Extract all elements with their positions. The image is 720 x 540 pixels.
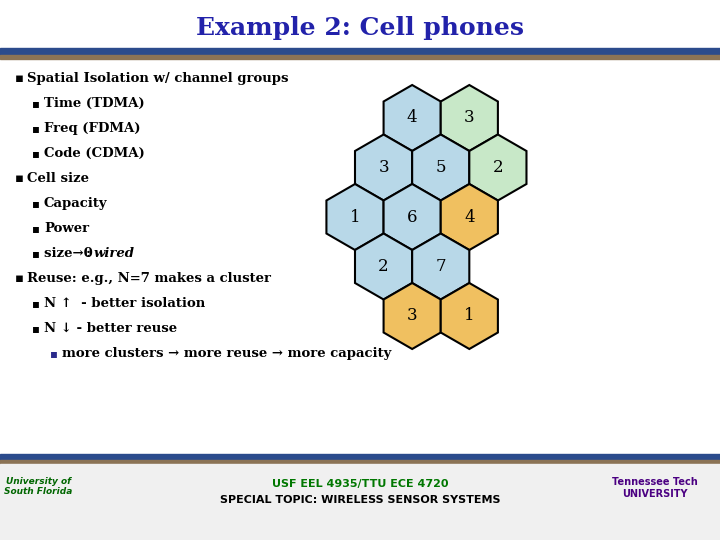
- Text: ▪: ▪: [15, 72, 24, 85]
- Text: ▪: ▪: [32, 322, 40, 335]
- Text: wired: wired: [94, 247, 135, 260]
- Text: Tennessee Tech: Tennessee Tech: [612, 477, 698, 487]
- Bar: [0, 55, 720, 59]
- Text: 1: 1: [464, 307, 474, 325]
- Text: Power: Power: [44, 222, 89, 235]
- Text: Capacity: Capacity: [44, 197, 107, 210]
- Text: N ↑  - better isolation: N ↑ - better isolation: [44, 297, 205, 310]
- Text: UNIVERSITY: UNIVERSITY: [622, 489, 688, 499]
- Polygon shape: [412, 134, 469, 200]
- Text: ▪: ▪: [32, 197, 40, 210]
- Polygon shape: [441, 85, 498, 151]
- Polygon shape: [355, 134, 412, 200]
- Text: ▪: ▪: [50, 347, 58, 360]
- Text: University of: University of: [6, 477, 71, 487]
- Polygon shape: [412, 233, 469, 300]
- Bar: [0, 48, 720, 55]
- Text: Freq (FDMA): Freq (FDMA): [44, 122, 140, 135]
- Text: Example 2: Cell phones: Example 2: Cell phones: [196, 16, 524, 40]
- Text: 4: 4: [464, 208, 474, 226]
- Text: 3: 3: [464, 110, 474, 126]
- Text: ▪: ▪: [32, 97, 40, 110]
- Text: ▪: ▪: [32, 147, 40, 160]
- Text: South Florida: South Florida: [4, 488, 72, 496]
- Polygon shape: [326, 184, 384, 250]
- Text: ▪: ▪: [32, 297, 40, 310]
- Text: ▪: ▪: [15, 272, 24, 285]
- Text: N ↓ - better reuse: N ↓ - better reuse: [44, 322, 177, 335]
- Text: 3: 3: [378, 159, 389, 176]
- Text: Cell size: Cell size: [27, 172, 89, 185]
- Text: 7: 7: [436, 258, 446, 275]
- Text: 5: 5: [436, 159, 446, 176]
- Polygon shape: [384, 283, 441, 349]
- Text: USF EEL 4935/TTU ECE 4720: USF EEL 4935/TTU ECE 4720: [271, 479, 449, 489]
- Polygon shape: [355, 233, 412, 300]
- Text: 4: 4: [407, 110, 418, 126]
- Text: ▪: ▪: [15, 172, 24, 185]
- Text: ▪: ▪: [32, 222, 40, 235]
- Text: 2: 2: [378, 258, 389, 275]
- Bar: [0, 454, 720, 460]
- Text: more clusters → more reuse → more capacity: more clusters → more reuse → more capaci…: [62, 347, 392, 360]
- Text: Reuse: e.g., N=7 makes a cluster: Reuse: e.g., N=7 makes a cluster: [27, 272, 271, 285]
- Text: 2: 2: [492, 159, 503, 176]
- Bar: [0, 460, 720, 464]
- Polygon shape: [384, 85, 441, 151]
- Polygon shape: [384, 184, 441, 250]
- Bar: [0, 464, 720, 540]
- Text: Code (CDMA): Code (CDMA): [44, 147, 145, 160]
- Polygon shape: [469, 134, 526, 200]
- Text: 1: 1: [350, 208, 360, 226]
- Text: SPECIAL TOPIC: WIRELESS SENSOR SYSTEMS: SPECIAL TOPIC: WIRELESS SENSOR SYSTEMS: [220, 495, 500, 505]
- Polygon shape: [441, 184, 498, 250]
- Text: Time (TDMA): Time (TDMA): [44, 97, 145, 110]
- Text: ▪: ▪: [32, 247, 40, 260]
- Text: size→0: size→0: [44, 247, 97, 260]
- Text: 3: 3: [407, 307, 418, 325]
- Text: Spatial Isolation w/ channel groups: Spatial Isolation w/ channel groups: [27, 72, 289, 85]
- Polygon shape: [441, 283, 498, 349]
- Text: :: :: [86, 247, 96, 260]
- Text: 6: 6: [407, 208, 418, 226]
- Text: ▪: ▪: [32, 122, 40, 135]
